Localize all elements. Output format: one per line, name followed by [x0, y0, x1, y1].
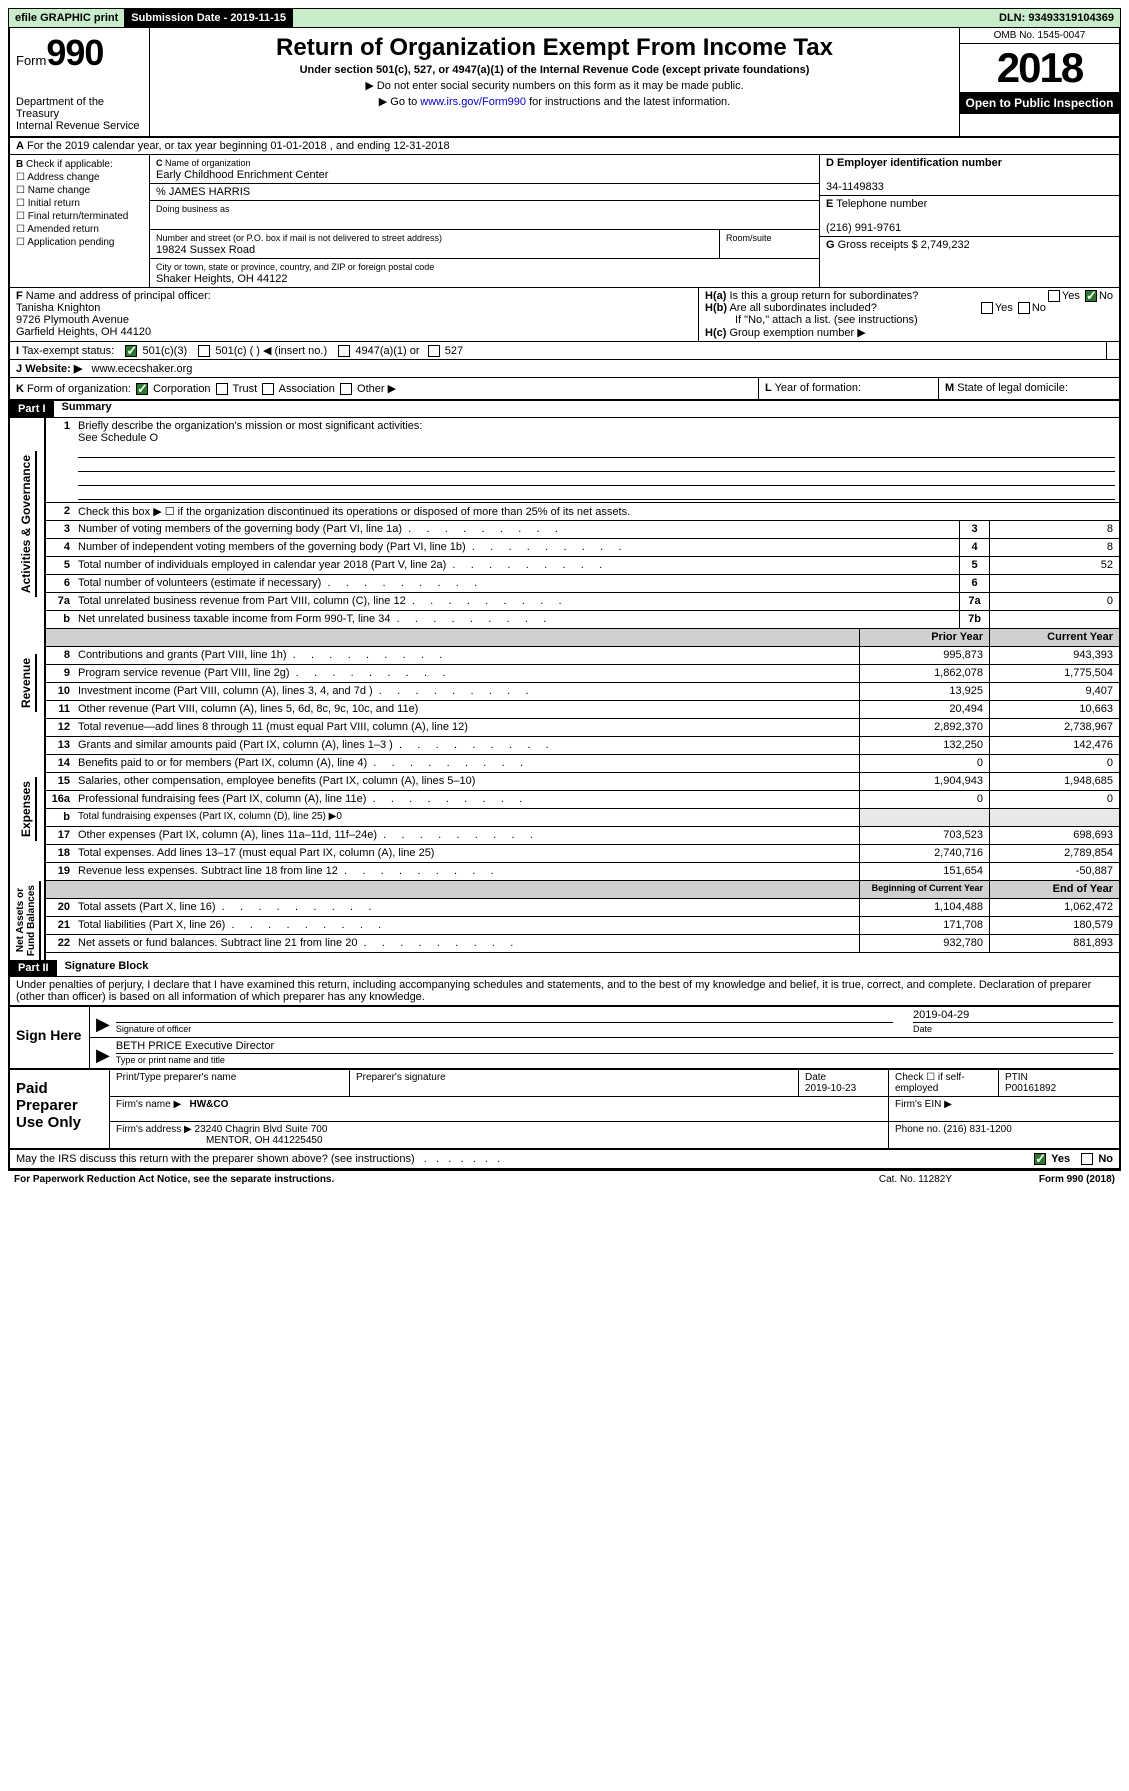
hb-no[interactable]: [1018, 302, 1030, 314]
officer-typed-name: BETH PRICE Executive Director: [116, 1040, 1113, 1054]
discuss-yes[interactable]: [1034, 1153, 1046, 1165]
dln: DLN: 93493319104369: [993, 9, 1120, 27]
form-prefix: Form: [16, 53, 46, 68]
street-address: 19824 Sussex Road: [156, 244, 255, 256]
declaration: Under penalties of perjury, I declare th…: [10, 977, 1119, 1005]
city-state-zip: Shaker Heights, OH 44122: [156, 273, 287, 285]
row-a: A For the 2019 calendar year, or tax yea…: [10, 138, 1119, 155]
ptin: P00161892: [1005, 1083, 1056, 1094]
note-1: ▶ Do not enter social security numbers o…: [160, 79, 949, 92]
cb-application[interactable]: ☐ Application pending: [16, 237, 143, 248]
form-number: 990: [46, 32, 103, 73]
cat-no: Cat. No. 11282Y: [879, 1174, 1039, 1185]
footer-form: Form 990 (2018): [1039, 1174, 1115, 1185]
arrow-icon: ▶: [96, 1045, 110, 1066]
care-of: % JAMES HARRIS: [150, 184, 819, 201]
note-2: ▶ Go to www.irs.gov/Form990 for instruct…: [160, 95, 949, 108]
sign-block: Sign Here ▶ Signature of officer 2019-04…: [8, 1007, 1121, 1070]
phone: (216) 991-9761: [826, 222, 901, 234]
vlabel-revenue: Revenue: [17, 654, 37, 712]
omb-number: OMB No. 1545-0047: [960, 28, 1119, 44]
firm-address: 23240 Chagrin Blvd Suite 700: [195, 1124, 328, 1135]
open-inspection: Open to Public Inspection: [960, 92, 1119, 114]
website[interactable]: www.ececshaker.org: [92, 363, 193, 375]
ha-no[interactable]: [1085, 290, 1097, 302]
form-title: Return of Organization Exempt From Incom…: [160, 34, 949, 62]
k-corp[interactable]: [136, 383, 148, 395]
ha-yes[interactable]: [1048, 290, 1060, 302]
form-subtitle: Under section 501(c), 527, or 4947(a)(1)…: [160, 64, 949, 76]
efile-label[interactable]: efile GRAPHIC print: [9, 9, 125, 27]
cb-final-return[interactable]: ☐ Final return/terminated: [16, 211, 143, 222]
cb-name-change[interactable]: ☐ Name change: [16, 185, 143, 196]
cb-amended[interactable]: ☐ Amended return: [16, 224, 143, 235]
discuss-question: May the IRS discuss this return with the…: [16, 1153, 1032, 1165]
v3: 8: [989, 521, 1119, 538]
arrow-icon: ▶: [96, 1014, 110, 1035]
firm-phone: (216) 831-1200: [943, 1124, 1011, 1135]
tax-501c3[interactable]: [125, 345, 137, 357]
part2-header: Part II: [10, 960, 57, 976]
hb-yes[interactable]: [981, 302, 993, 314]
vlabel-activities: Activities & Governance: [17, 451, 37, 597]
vlabel-expenses: Expenses: [17, 777, 37, 841]
mission: See Schedule O: [78, 432, 158, 444]
topbar: efile GRAPHIC print Submission Date - 20…: [8, 8, 1121, 28]
vlabel-netassets: Net Assets or Fund Balances: [13, 881, 41, 960]
irs-link[interactable]: www.irs.gov/Form990: [420, 96, 526, 108]
part1-header: Part I: [10, 401, 54, 417]
ein: 34-1149833: [826, 181, 884, 193]
submission-date: Submission Date - 2019-11-15: [125, 9, 293, 27]
officer-name: Tanisha Knighton: [16, 302, 100, 314]
form-header: Form990 Department of the Treasury Inter…: [10, 28, 1119, 138]
footer-notice: For Paperwork Reduction Act Notice, see …: [14, 1174, 879, 1185]
section-b: B Check if applicable: ☐ Address change …: [10, 155, 150, 287]
dept: Department of the Treasury Internal Reve…: [16, 96, 143, 132]
cb-address-change[interactable]: ☐ Address change: [16, 172, 143, 183]
tax-year: 2018: [960, 44, 1119, 92]
sign-date: 2019-04-29: [913, 1009, 1113, 1023]
org-name: Early Childhood Enrichment Center: [156, 169, 328, 181]
cb-initial-return[interactable]: ☐ Initial return: [16, 198, 143, 209]
discuss-no[interactable]: [1081, 1153, 1093, 1165]
paid-preparer: Paid Preparer Use Only Print/Type prepar…: [8, 1070, 1121, 1150]
gross-receipts: 2,749,232: [921, 239, 970, 251]
firm-name: HW&CO: [190, 1099, 229, 1110]
